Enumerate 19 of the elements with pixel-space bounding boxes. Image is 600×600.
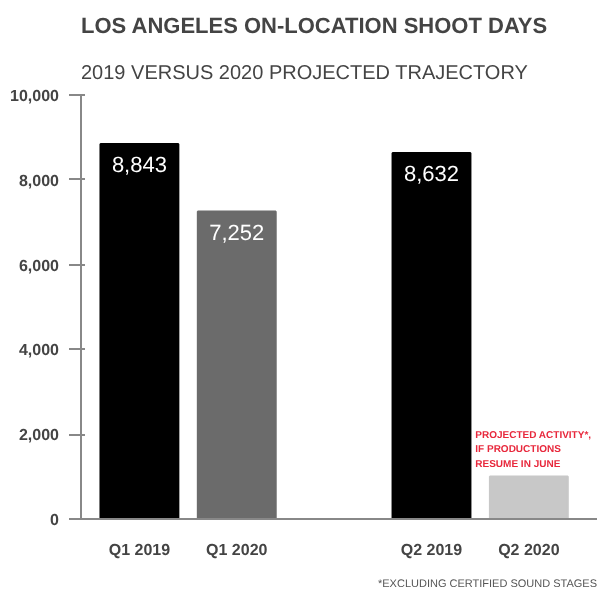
y-tick-label: 6,000 <box>18 256 61 275</box>
y-tick-label: 8,000 <box>18 171 61 190</box>
bar <box>488 475 569 519</box>
bar <box>391 152 472 519</box>
data-label: 8,843 <box>111 154 167 179</box>
y-tick-label: 0 <box>50 511 61 529</box>
y-tick-label: 4,000 <box>18 341 61 360</box>
data-label: 8,632 <box>403 163 460 187</box>
data-label: 7,252 <box>209 221 265 246</box>
x-tick-label: Q1 2020 <box>206 541 269 559</box>
chart-title: LOS ANGELES ON-LOCATION SHOOT DAYS <box>81 15 548 39</box>
y-tick-label: 2,000 <box>18 426 61 445</box>
x-tick-label: Q2 2020 <box>498 541 561 559</box>
y-tick-label: 10,000 <box>10 87 61 105</box>
x-tick-label: Q1 2019 <box>108 541 172 559</box>
x-tick-label: Q2 2019 <box>400 541 464 559</box>
chart-subtitle: 2019 VERSUS 2020 PROJECTED TRAJECTORY <box>81 63 529 85</box>
bar <box>196 210 277 519</box>
bar <box>99 143 180 519</box>
